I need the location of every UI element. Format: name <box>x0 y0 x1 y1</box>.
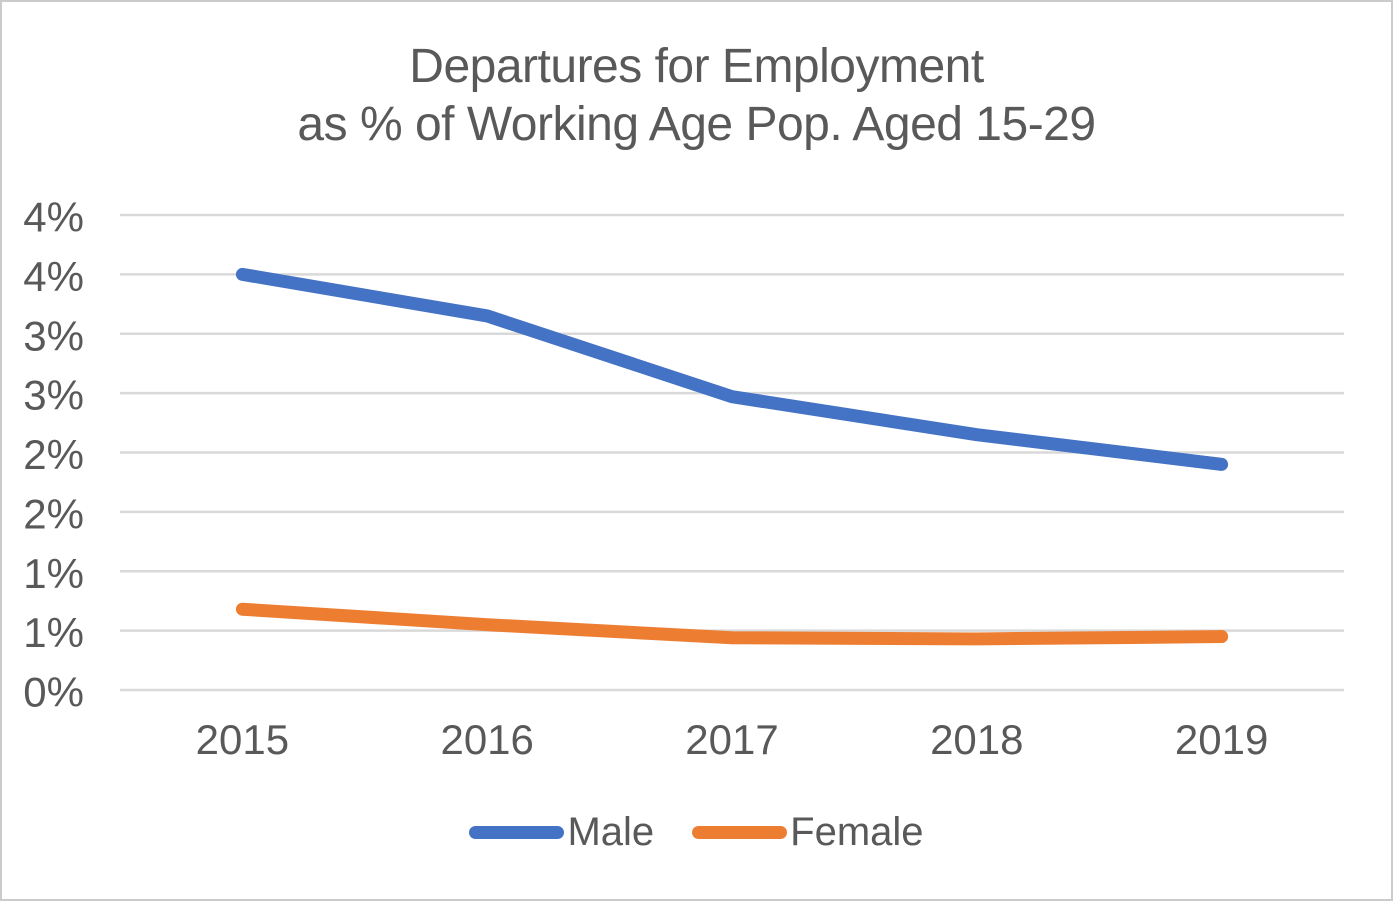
female-line-swatch <box>692 826 788 839</box>
legend-label-male: Male <box>567 810 655 854</box>
male-line-swatch <box>469 826 565 839</box>
chart-title: Departures for Employment as % of Workin… <box>2 38 1391 154</box>
chart-title-line2: as % of Working Age Pop. Aged 15-29 <box>297 98 1096 151</box>
y-axis-tick-label: 3% <box>23 312 84 359</box>
y-axis-tick-label: 4% <box>23 194 84 241</box>
y-axis-tick-label: 1% <box>23 609 84 656</box>
y-axis-tick-label: 2% <box>23 490 84 537</box>
y-axis-tick-label: 1% <box>23 550 84 597</box>
x-axis-tick-label: 2017 <box>685 716 778 763</box>
male-series-line <box>235 267 1229 471</box>
legend-item-female: Female <box>692 810 924 855</box>
x-axis-tick-label: 2019 <box>1175 716 1268 763</box>
legend: Male Female <box>2 810 1391 855</box>
x-axis-tick-label: 2015 <box>196 716 289 763</box>
y-axis-tick-label: 3% <box>23 372 84 419</box>
x-axis-tick-label: 2018 <box>930 716 1023 763</box>
legend-item-male: Male <box>469 810 654 855</box>
legend-label-female: Female <box>790 810 924 854</box>
female-series-line <box>235 602 1229 646</box>
line-chart-plot: 4% 4% 3% 3% 2% 2% 1% 1% 0% 2015 2016 2017 2018 2019 <box>23 194 1344 763</box>
y-axis-tick-label: 0% <box>23 669 84 716</box>
y-axis-tick-label: 4% <box>23 253 84 300</box>
y-axis-tick-label: 2% <box>23 431 84 478</box>
chart-title-line1: Departures for Employment <box>409 40 984 93</box>
x-axis-tick-label: 2016 <box>440 716 533 763</box>
